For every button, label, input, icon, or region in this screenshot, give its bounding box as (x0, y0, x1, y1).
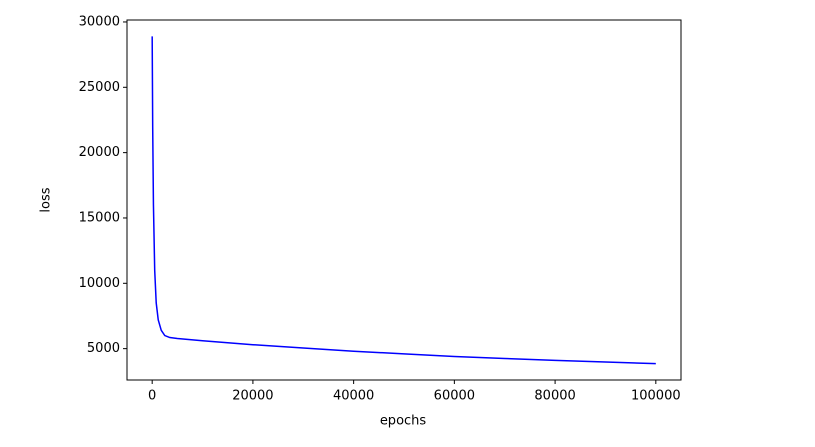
x-tick-label: 20000 (232, 389, 273, 404)
x-tick-label: 0 (148, 389, 156, 404)
loss-line (151, 36, 656, 365)
x-tick-label: 60000 (434, 389, 475, 404)
y-tick-label: 10000 (79, 276, 120, 291)
y-tick-label: 5000 (87, 341, 120, 356)
y-tick-label: 20000 (79, 145, 120, 160)
x-axis-label: epochs (380, 414, 427, 429)
y-tick-label: 15000 (79, 210, 120, 225)
plot-frame (126, 19, 682, 381)
y-axis-label: loss (39, 187, 54, 212)
x-tick-label: 40000 (333, 389, 374, 404)
y-tick-label: 25000 (79, 80, 120, 95)
x-tick-label: 80000 (534, 389, 575, 404)
x-tick-label: 100000 (631, 389, 681, 404)
y-tick-label: 30000 (79, 14, 120, 29)
